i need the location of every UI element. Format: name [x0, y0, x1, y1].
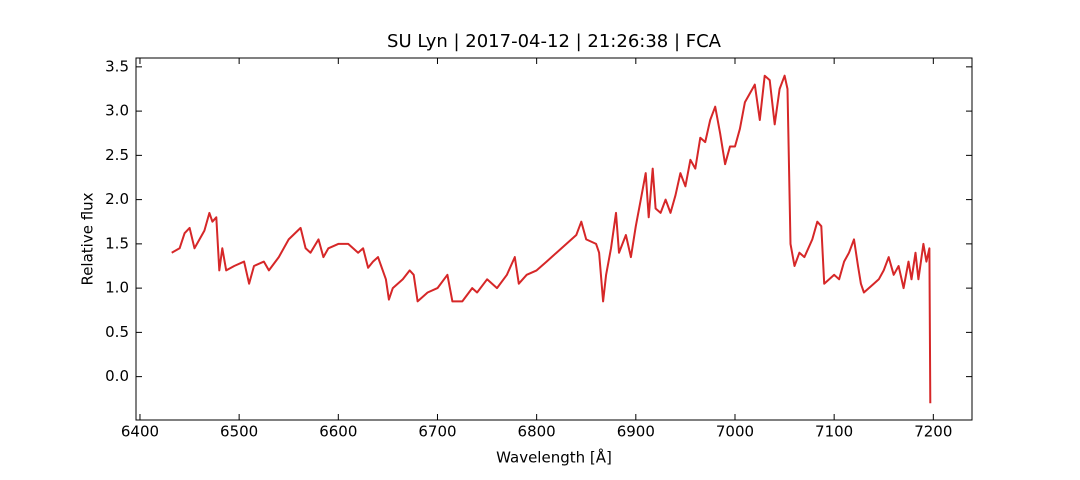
y-tick-label: 2.5 [105, 146, 129, 164]
x-tick-label: 6700 [418, 423, 456, 441]
y-axis-label: Relative flux [79, 192, 97, 285]
y-tick-label: 1.0 [105, 279, 129, 297]
x-tick-label: 6600 [319, 423, 357, 441]
x-tick-label: 7000 [716, 423, 754, 441]
x-tick-label: 6500 [220, 423, 258, 441]
y-tick-label: 2.0 [105, 190, 129, 208]
y-tick-label: 3.0 [105, 102, 129, 120]
x-tick-label: 7100 [815, 423, 853, 441]
y-tick-label: 0.0 [105, 367, 129, 385]
plot-frame [135, 57, 973, 421]
x-axis-label: Wavelength [Å] [496, 448, 612, 467]
y-tick-label: 0.5 [105, 323, 129, 341]
x-tick-label: 7200 [914, 423, 952, 441]
x-tick-label: 6900 [617, 423, 655, 441]
spectrum-line [171, 74, 932, 404]
x-tick-label: 6400 [121, 423, 159, 441]
x-tick-label: 6800 [518, 423, 556, 441]
chart-title: SU Lyn | 2017-04-12 | 21:26:38 | FCA [387, 31, 722, 52]
y-tick-label: 3.5 [105, 57, 129, 75]
y-tick-label: 1.5 [105, 234, 129, 252]
